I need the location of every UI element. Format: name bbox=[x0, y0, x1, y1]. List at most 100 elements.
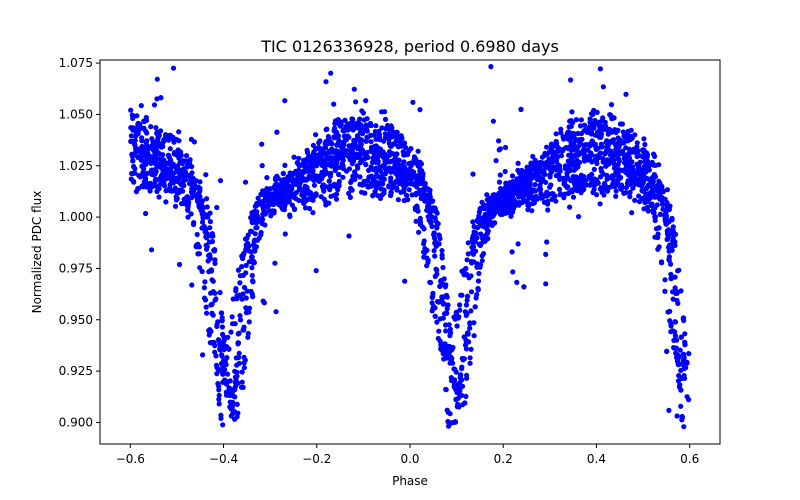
data-point bbox=[191, 187, 197, 193]
data-point bbox=[519, 167, 525, 173]
data-point bbox=[413, 218, 419, 224]
data-point bbox=[232, 387, 238, 393]
data-point bbox=[651, 151, 657, 157]
data-point bbox=[249, 218, 255, 225]
data-point bbox=[640, 147, 646, 153]
data-point bbox=[629, 210, 635, 216]
data-point bbox=[583, 177, 589, 183]
data-point bbox=[616, 151, 622, 157]
data-point bbox=[170, 65, 177, 71]
data-point bbox=[487, 195, 493, 201]
data-point bbox=[291, 191, 297, 197]
data-point bbox=[603, 147, 610, 153]
data-point bbox=[483, 220, 489, 226]
data-point bbox=[154, 163, 160, 169]
data-point bbox=[415, 148, 421, 154]
data-point bbox=[463, 337, 469, 343]
data-point bbox=[476, 213, 482, 219]
data-point bbox=[204, 232, 210, 238]
data-point bbox=[335, 187, 341, 193]
data-point bbox=[232, 379, 238, 386]
data-point bbox=[674, 358, 681, 364]
data-point bbox=[566, 124, 572, 130]
data-point bbox=[246, 319, 252, 325]
data-point bbox=[341, 139, 347, 146]
data-point bbox=[367, 120, 374, 127]
data-point bbox=[598, 174, 604, 180]
data-point bbox=[379, 125, 385, 131]
data-point bbox=[567, 167, 574, 173]
data-point bbox=[178, 167, 184, 173]
data-point bbox=[349, 116, 355, 122]
data-point bbox=[488, 64, 494, 70]
data-point bbox=[431, 303, 437, 310]
data-point bbox=[400, 161, 406, 168]
data-point bbox=[292, 170, 298, 176]
data-point bbox=[296, 155, 302, 161]
data-point bbox=[670, 296, 676, 302]
data-point bbox=[558, 191, 564, 197]
data-point bbox=[353, 136, 359, 143]
data-point bbox=[668, 329, 674, 335]
data-point bbox=[373, 159, 379, 165]
data-point bbox=[226, 392, 232, 398]
data-point bbox=[334, 191, 340, 197]
data-point bbox=[358, 156, 364, 162]
data-point bbox=[370, 167, 376, 173]
data-point bbox=[220, 371, 226, 377]
data-point bbox=[672, 333, 679, 339]
data-point bbox=[579, 182, 585, 188]
data-point bbox=[467, 325, 473, 331]
data-point bbox=[235, 267, 242, 273]
data-point bbox=[301, 190, 307, 196]
data-point bbox=[670, 235, 676, 241]
data-point bbox=[385, 122, 391, 129]
data-point bbox=[651, 210, 657, 216]
data-point bbox=[139, 138, 145, 144]
data-point bbox=[549, 159, 556, 165]
data-point bbox=[129, 125, 135, 131]
data-point bbox=[496, 179, 503, 185]
data-point bbox=[185, 202, 191, 208]
data-point bbox=[136, 126, 142, 132]
data-point bbox=[626, 169, 633, 175]
data-point bbox=[430, 205, 437, 211]
data-point bbox=[654, 202, 660, 208]
data-point bbox=[205, 258, 211, 264]
data-point bbox=[669, 245, 675, 251]
data-point bbox=[590, 111, 596, 117]
data-point bbox=[537, 182, 543, 188]
data-point bbox=[252, 246, 258, 252]
data-point bbox=[240, 255, 246, 261]
data-point bbox=[613, 188, 619, 194]
data-point bbox=[216, 396, 222, 402]
data-point bbox=[128, 133, 134, 139]
data-point bbox=[239, 296, 245, 302]
data-point bbox=[373, 123, 379, 129]
data-point bbox=[246, 243, 252, 249]
data-point bbox=[438, 346, 444, 352]
data-point bbox=[180, 200, 186, 206]
data-point bbox=[489, 203, 496, 209]
data-point bbox=[370, 179, 376, 185]
data-point bbox=[147, 188, 153, 194]
data-point bbox=[518, 106, 524, 112]
data-point bbox=[253, 225, 259, 231]
data-point bbox=[656, 178, 662, 184]
data-point bbox=[477, 206, 483, 212]
y-tick-label: 0.925 bbox=[59, 364, 93, 378]
data-point bbox=[284, 178, 290, 184]
data-point bbox=[502, 144, 509, 151]
data-point bbox=[214, 323, 220, 329]
data-point bbox=[564, 131, 570, 137]
data-point bbox=[470, 244, 477, 250]
data-point bbox=[130, 115, 136, 121]
data-point bbox=[658, 259, 665, 265]
data-point bbox=[344, 133, 351, 139]
data-point bbox=[288, 184, 294, 190]
data-point bbox=[628, 133, 634, 139]
y-tick-label: 0.950 bbox=[59, 313, 93, 327]
x-tick-label: 0.2 bbox=[494, 452, 513, 466]
data-point bbox=[306, 154, 312, 160]
data-point bbox=[623, 91, 629, 97]
